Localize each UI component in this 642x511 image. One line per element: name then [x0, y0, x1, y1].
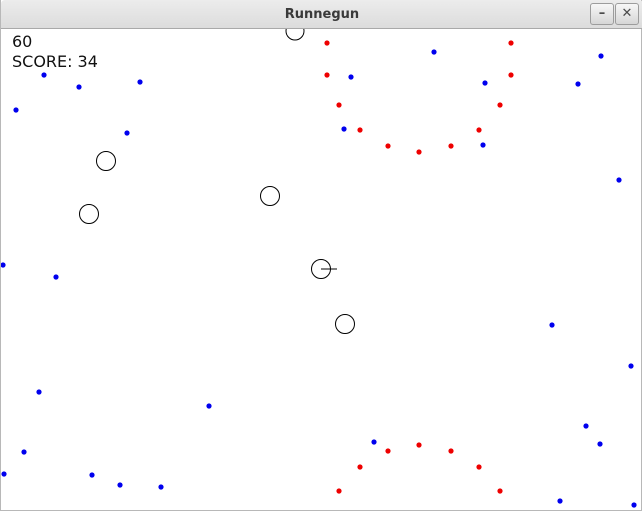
enemy-ring: [285, 29, 305, 41]
red-bullets-upper: [324, 40, 514, 155]
timer-display: 60: [12, 32, 33, 51]
game-canvas[interactable]: 60 SCORE: 34: [1, 29, 641, 510]
minimize-button[interactable]: –: [590, 3, 614, 25]
enemy-ring: [260, 186, 280, 206]
score-label: SCORE:: [12, 52, 73, 71]
score-value: 34: [77, 52, 98, 71]
enemy-ring: [79, 204, 99, 224]
score-display: SCORE: 34: [12, 53, 98, 71]
game-field: [1, 29, 637, 508]
title-bar[interactable]: Runnegun – ✕: [1, 0, 642, 29]
close-button[interactable]: ✕: [615, 3, 639, 25]
enemy-ring: [96, 151, 116, 171]
red-bullets-lower: [336, 442, 503, 494]
blue-particles: [1, 49, 637, 508]
player-ship: [311, 259, 337, 279]
window-title: Runnegun: [284, 7, 360, 22]
enemy-ring: [335, 314, 355, 334]
